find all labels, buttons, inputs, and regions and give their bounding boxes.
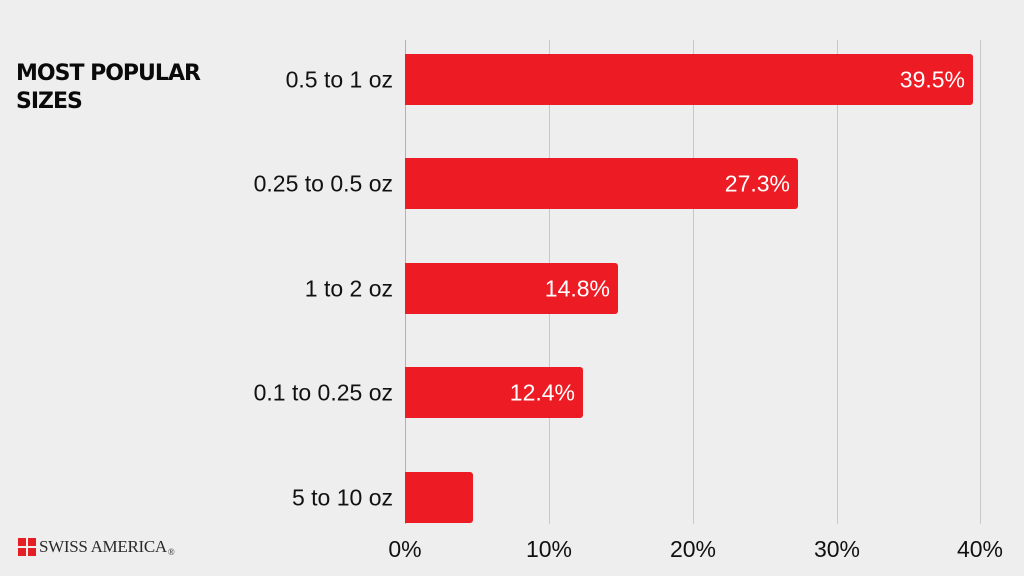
category-label: 0.25 to 0.5 oz <box>253 170 393 197</box>
x-tick: 40% <box>956 536 1004 562</box>
x-tick: 0% <box>388 536 422 562</box>
bar: 12.4% <box>405 367 583 418</box>
bar <box>405 472 473 523</box>
category-label: 5 to 10 oz <box>291 484 393 511</box>
category-label: 0.1 to 0.25 oz <box>253 379 393 406</box>
logo-grid-icon <box>18 538 36 556</box>
bar: 27.3% <box>405 158 798 209</box>
bar-value-label: 27.3% <box>724 170 790 196</box>
chart-title-line-2: SIZES <box>16 89 83 114</box>
x-tick: 30% <box>813 536 861 562</box>
category-label: 1 to 2 oz <box>304 275 393 302</box>
brand-logo: SWISS AMERICA ® <box>18 537 175 557</box>
registered-mark: ® <box>167 547 175 557</box>
category-label: 0.5 to 1 oz <box>285 66 393 93</box>
bar: 14.8% <box>405 263 618 314</box>
chart-title-line-1: MOST POPULAR <box>16 61 201 86</box>
gridline-40 <box>980 40 981 524</box>
gridline-30 <box>837 40 838 524</box>
bar-value-label: 39.5% <box>899 66 965 92</box>
bar-value-label: 12.4% <box>509 379 575 405</box>
gridline-20 <box>693 40 694 524</box>
brand-name: SWISS AMERICA <box>39 537 167 556</box>
bar: 39.5% <box>405 54 973 105</box>
chart-title: MOST POPULAR SIZES <box>16 60 201 116</box>
x-tick: 10% <box>525 536 573 562</box>
x-tick: 20% <box>669 536 717 562</box>
bar-value-label: 14.8% <box>544 275 610 301</box>
